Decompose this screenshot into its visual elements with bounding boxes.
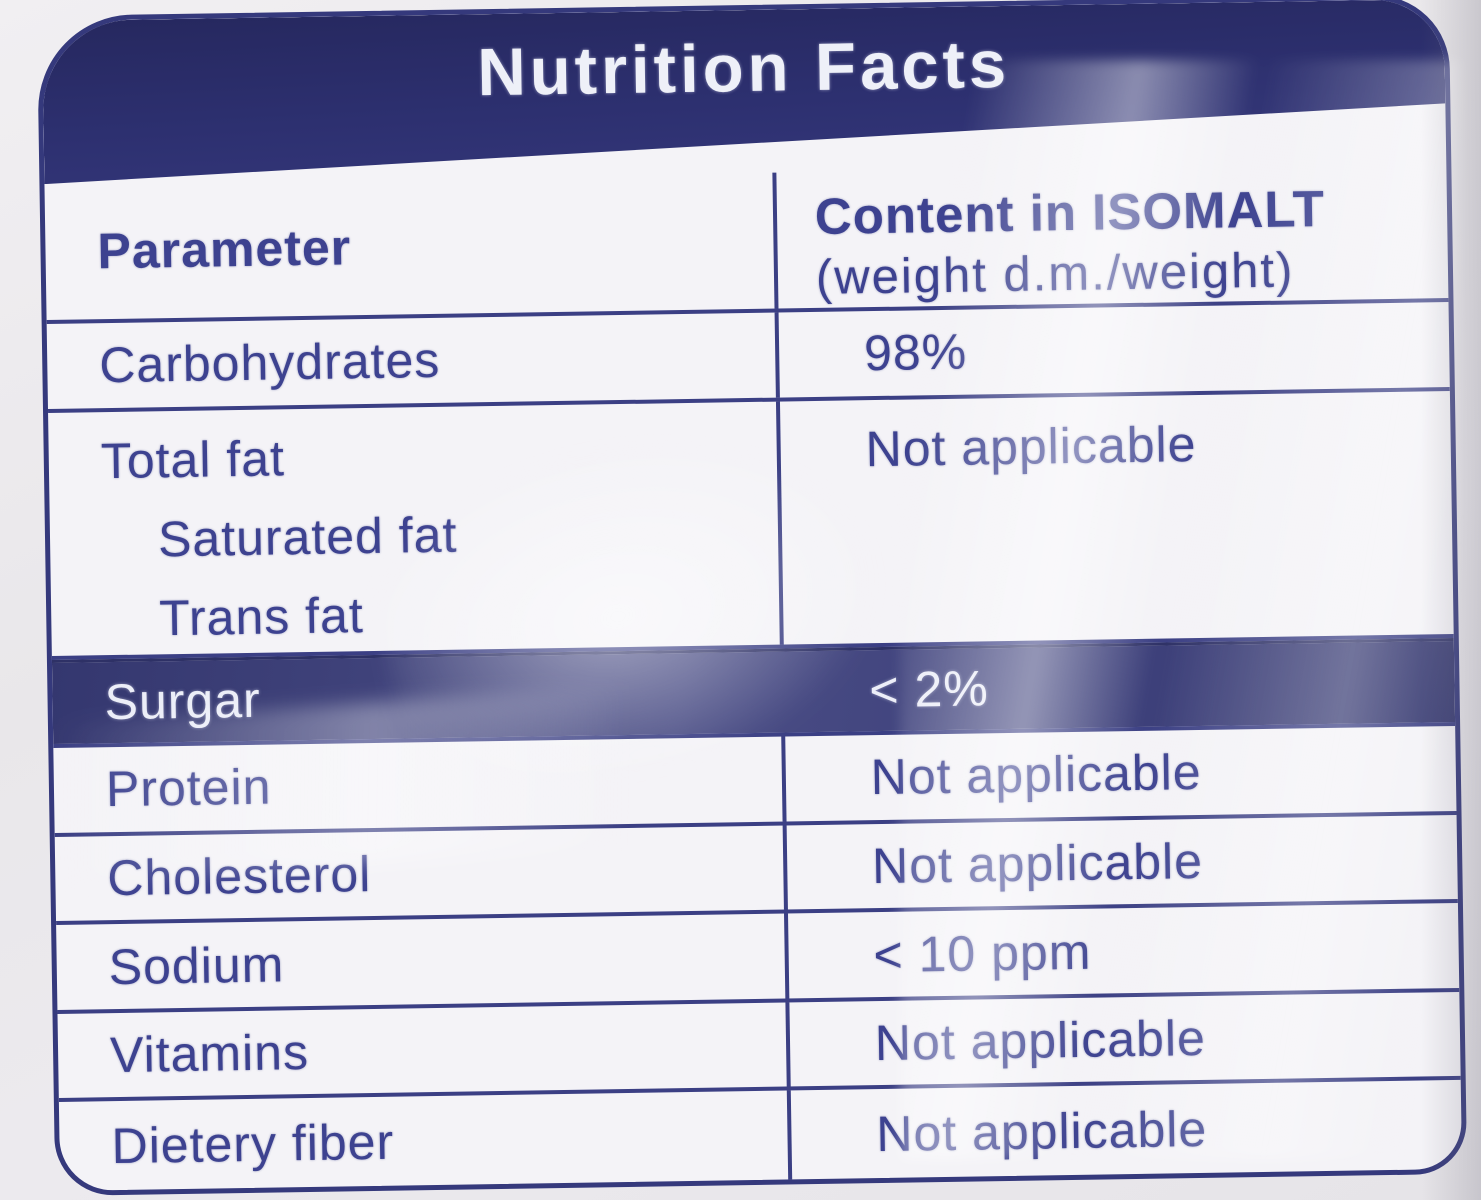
label-title: Nutrition Facts	[476, 26, 1011, 111]
row-value-cell: Not applicable	[780, 391, 1454, 644]
column-header-content-line2: (weight d.m./weight)	[815, 243, 1295, 305]
column-header-parameter: Parameter	[97, 219, 352, 280]
row-label-cell: Surgar	[52, 651, 785, 744]
row-label: Protein	[105, 759, 272, 818]
row-value: Not applicable	[871, 832, 1204, 895]
row-value-cell: Not applicable	[789, 992, 1460, 1087]
table-header-row: Parameter Content in ISOMALT (weight d.m…	[44, 162, 1449, 325]
row-label: Total fat	[100, 429, 286, 489]
row-label-cell: Total fat Saturated fat Trans fat	[48, 401, 784, 656]
row-sublabel-saturated-fat: Saturated fat	[157, 506, 458, 567]
row-value: < 10 ppm	[873, 923, 1092, 983]
row-label-cell: Vitamins	[57, 1002, 791, 1099]
header-cell-content: Content in ISOMALT (weight d.m./weight)	[776, 162, 1448, 309]
row-value-cell: < 10 ppm	[788, 903, 1459, 998]
row-label: Cholesterol	[106, 846, 372, 907]
row-value: < 2%	[868, 660, 990, 719]
row-label: Dietery fiber	[111, 1113, 395, 1174]
column-header-content-line1: Content in ISOMALT	[814, 179, 1326, 245]
row-label-cell: Carbohydrates	[46, 312, 780, 409]
row-value-cell: Not applicable	[785, 726, 1456, 821]
row-label: Surgar	[104, 672, 262, 731]
nutrition-label: Nutrition Facts Parameter Content in ISO…	[36, 0, 1468, 1197]
row-label-cell: Dietery fiber	[58, 1090, 793, 1191]
row-value: 98%	[863, 323, 968, 382]
header-cell-parameter: Parameter	[44, 172, 779, 321]
row-label-cell: Sodium	[56, 913, 790, 1010]
row-value: Not applicable	[865, 415, 1197, 477]
row-sublabel-trans-fat: Trans fat	[158, 586, 365, 646]
row-value: Not applicable	[870, 744, 1203, 806]
row-label: Vitamins	[109, 1024, 310, 1084]
row-label-cell: Protein	[53, 736, 787, 833]
row-label: Sodium	[108, 936, 285, 995]
row-value-cell: Not applicable	[786, 815, 1457, 910]
row-value-cell: 98%	[778, 302, 1449, 397]
row-value: Not applicable	[874, 1010, 1207, 1072]
row-value: Not applicable	[875, 1100, 1208, 1162]
row-label: Carbohydrates	[98, 332, 441, 394]
label-title-banner: Nutrition Facts	[42, 0, 1446, 184]
row-value-cell: Not applicable	[791, 1080, 1462, 1179]
row-label-cell: Cholesterol	[54, 825, 788, 922]
row-value-cell: < 2%	[784, 641, 1455, 733]
table-row-total-fat: Total fat Saturated fat Trans fat Not ap…	[48, 390, 1454, 660]
